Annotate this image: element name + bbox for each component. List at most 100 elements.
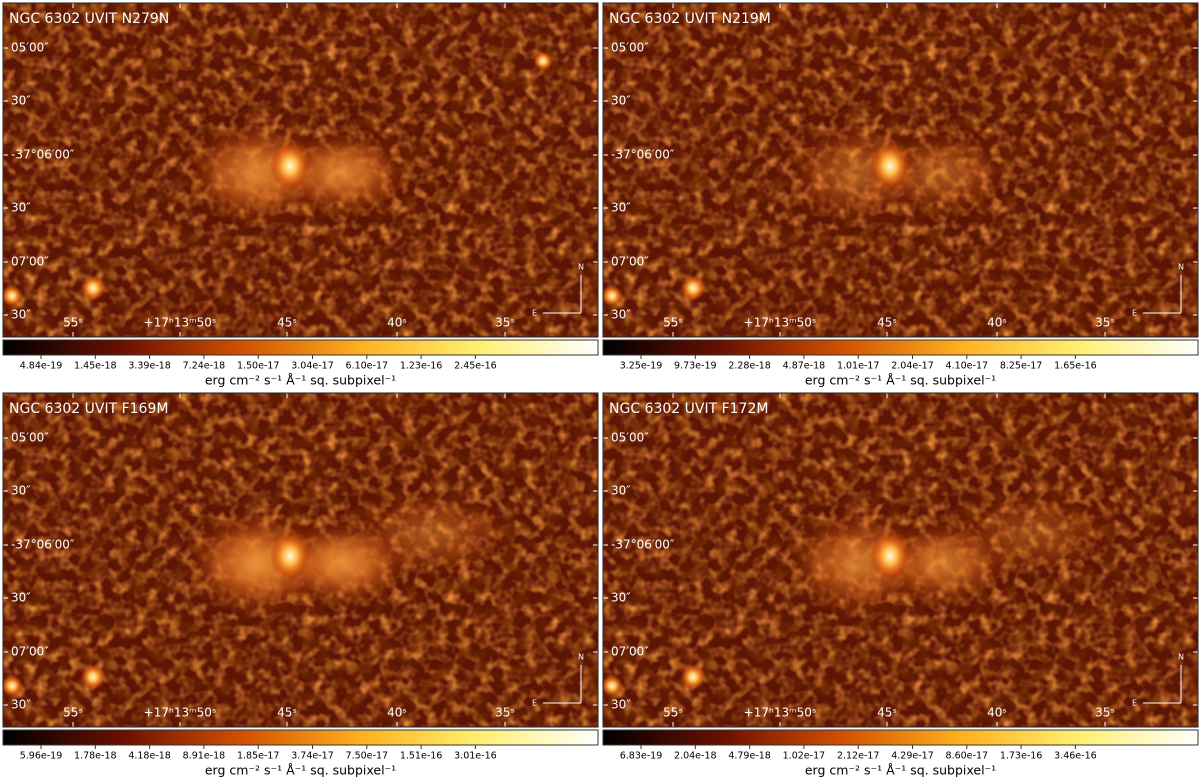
y-tick-label: 30″ [611, 591, 631, 605]
y-tick-label: 30″ [11, 201, 31, 215]
star [3, 285, 23, 307]
frame [602, 2, 1199, 338]
colorbar-tick-label: 9.73e-19 [674, 361, 717, 372]
colorbar-tick-label: 4.87e-18 [783, 361, 826, 372]
x-tick-label: 35ˢ [1095, 316, 1115, 330]
x-tick-label: +17ʰ13ᵐ50ˢ [144, 316, 217, 330]
colorbar-tick-label: 2.28e-18 [728, 361, 771, 372]
colorbar-tick-label: 5.96e-19 [20, 751, 63, 762]
lobe [878, 133, 1008, 213]
colorbar: 5.96e-19 1.78e-18 4.18e-18 8.91e-18 1.85e-17… [2, 729, 599, 778]
y-tick-label: 30″ [611, 308, 631, 322]
colorbar-tick-label: 1.02e-17 [783, 751, 826, 762]
compass-north: N [578, 263, 584, 272]
colorbar-tick-label: 4.84e-19 [20, 361, 63, 372]
colorbar-bar [602, 339, 1199, 356]
colorbar-tick-label: 1.45e-18 [74, 361, 117, 372]
x-tick-label: +17ʰ13ᵐ50ˢ [744, 706, 817, 720]
panel-title: NGC 6302 UVIT N279N [9, 11, 169, 27]
colorbar-tick-label: 2.04e-17 [891, 361, 934, 372]
compass-north: N [578, 653, 584, 662]
lobe [278, 133, 408, 213]
colorbar-tick-label: 1.65e-16 [1054, 361, 1097, 372]
compass-east: E [532, 309, 537, 318]
colorbar-tick-label: 1.73e-16 [1000, 751, 1043, 762]
colorbar-tick-label: 3.39e-18 [128, 361, 171, 372]
star [533, 51, 553, 71]
panel: NGC 6302 UVIT N219M 05′00″ 30″ -37°06′00″ 30… [602, 2, 1199, 388]
colorbar-tick-label: 1.23e-16 [400, 361, 443, 372]
colorbar-tick-label: 4.10e-17 [946, 361, 989, 372]
colorbar-tick-label: 1.01e-17 [837, 361, 880, 372]
compass-east: E [1132, 699, 1137, 708]
star [603, 675, 623, 697]
x-tick-label: 55ˢ [663, 706, 683, 720]
colorbar-bar [2, 729, 599, 746]
colorbar-tick-label: 4.29e-17 [891, 751, 934, 762]
compass-north: N [1178, 263, 1184, 272]
core [270, 532, 310, 580]
colorbar-label: erg cm⁻² s⁻¹ Å⁻¹ sq. subpixel⁻¹ [205, 763, 396, 778]
colorbar-bar [2, 339, 599, 356]
colorbar-tick-label: 1.50e-17 [237, 361, 280, 372]
compass-east: E [1132, 309, 1137, 318]
y-tick-label: 05′00″ [611, 41, 649, 55]
x-tick-label: 45ˢ [877, 706, 897, 720]
image [3, 3, 598, 337]
y-tick-label: 30″ [611, 698, 631, 712]
colorbar-tick-label: 3.46e-16 [1054, 751, 1097, 762]
lobe [353, 493, 513, 573]
y-tick-label: 07′00″ [11, 255, 49, 269]
y-tick-label: 05′00″ [11, 431, 49, 445]
colorbar-tick-label: 3.04e-17 [291, 361, 334, 372]
colorbar-tick-label: 1.51e-16 [400, 751, 443, 762]
colorbar: 6.83e-19 2.04e-18 4.79e-18 1.02e-17 2.12e-17… [602, 729, 1199, 778]
x-tick-label: 40ˢ [387, 706, 407, 720]
star [80, 275, 106, 301]
compass-east: E [532, 699, 537, 708]
frame [602, 392, 1199, 728]
x-tick-label: 35ˢ [1095, 706, 1115, 720]
x-tick-label: 40ˢ [987, 706, 1007, 720]
star [680, 275, 706, 301]
y-tick-label: 30″ [611, 484, 631, 498]
colorbar-tick-label: 3.74e-17 [291, 751, 334, 762]
frame [2, 392, 599, 728]
y-tick-label: -37°06′00″ [11, 148, 75, 162]
core [870, 142, 910, 190]
colorbar-tick-label: 6.83e-19 [620, 751, 663, 762]
colorbar-tick-label: 1.78e-18 [74, 751, 117, 762]
x-tick-label: 45ˢ [877, 316, 897, 330]
y-tick-label: -37°06′00″ [611, 148, 675, 162]
colorbar-tick-label: 6.10e-17 [346, 361, 389, 372]
y-tick-label: 30″ [11, 94, 31, 108]
y-tick-label: -37°06′00″ [11, 538, 75, 552]
frame [2, 2, 599, 338]
core [270, 142, 310, 190]
y-tick-label: 30″ [611, 94, 631, 108]
colorbar: 3.25e-19 9.73e-19 2.28e-18 4.87e-18 1.01e-17… [602, 339, 1199, 388]
y-tick-label: 30″ [611, 201, 631, 215]
y-tick-label: 30″ [11, 484, 31, 498]
panel: NGC 6302 UVIT F172M 05′00″ 30″ -37°06′00″ 30… [602, 392, 1199, 778]
colorbar-tick-label: 7.24e-18 [183, 361, 226, 372]
colorbar-label: erg cm⁻² s⁻¹ Å⁻¹ sq. subpixel⁻¹ [805, 373, 996, 388]
star [680, 664, 706, 690]
colorbar-tick-label: 2.04e-18 [674, 751, 717, 762]
panel: NGC 6302 UVIT N279N 05′00″ 30″ -37°06′00″ 30… [2, 2, 599, 388]
colorbar-tick-label: 2.45e-16 [454, 361, 497, 372]
core [870, 532, 910, 580]
colorbar-tick-label: 4.18e-18 [128, 751, 171, 762]
star [80, 664, 106, 690]
panel-title: NGC 6302 UVIT N219M [609, 11, 771, 27]
image [3, 393, 598, 727]
colorbar-label: erg cm⁻² s⁻¹ Å⁻¹ sq. subpixel⁻¹ [205, 373, 396, 388]
y-tick-label: 05′00″ [11, 41, 49, 55]
colorbar-tick-label: 2.12e-17 [837, 751, 880, 762]
y-tick-label: 30″ [11, 308, 31, 322]
colorbar-tick-label: 7.50e-17 [346, 751, 389, 762]
panel-title: NGC 6302 UVIT F169M [9, 401, 168, 417]
colorbar-tick-label: 3.25e-19 [620, 361, 663, 372]
colorbar: 4.84e-19 1.45e-18 3.39e-18 7.24e-18 1.50e-17… [2, 339, 599, 388]
star [3, 675, 23, 697]
